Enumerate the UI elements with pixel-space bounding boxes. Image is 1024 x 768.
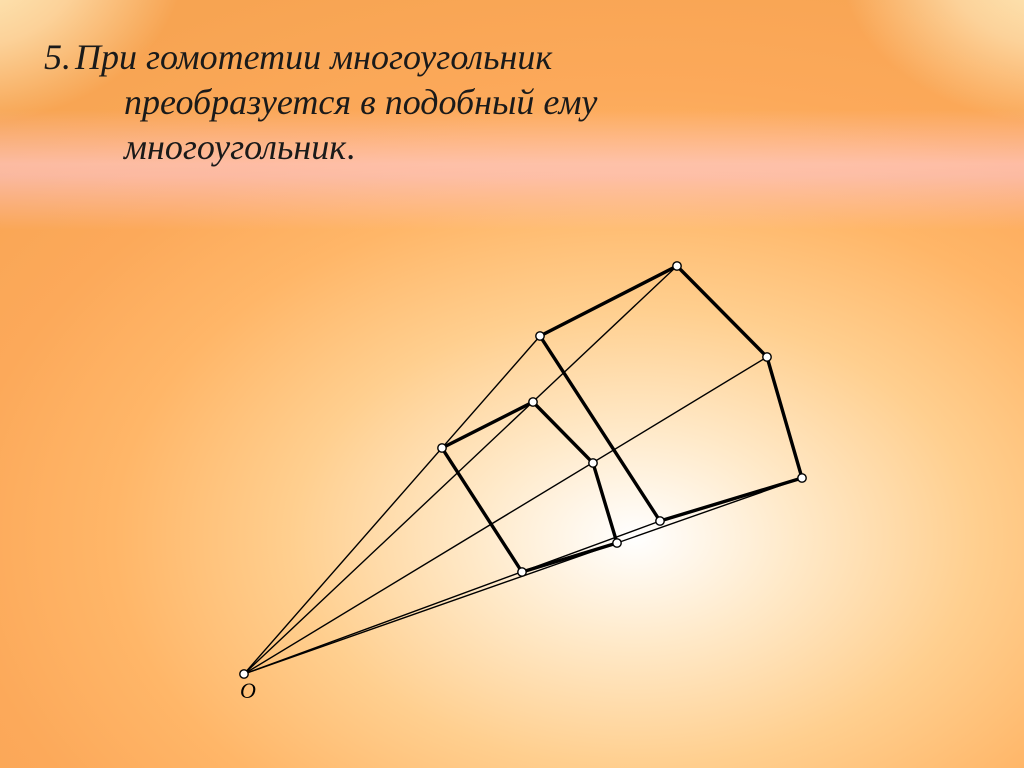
vertex-B_big — [673, 262, 681, 270]
title-line-2: преобразуется в подобный ему — [124, 82, 597, 122]
title-period: . — [346, 127, 355, 167]
vertex-D_big — [798, 474, 806, 482]
homothety-diagram: O — [130, 240, 890, 720]
vertex-E_big — [656, 517, 664, 525]
rays-layer — [244, 266, 802, 674]
diagram-svg: O — [130, 240, 890, 720]
slide-title: 5. При гомотетии многоугольник преобразу… — [44, 35, 944, 170]
vertex-E_small — [518, 568, 526, 576]
vertex-D_small — [613, 539, 621, 547]
vertex-B_small — [529, 398, 537, 406]
big-pentagon — [540, 266, 802, 521]
vertex-O — [240, 670, 248, 678]
slide: 5. При гомотетии многоугольник преобразу… — [0, 0, 1024, 768]
title-line-1: При гомотетии многоугольник — [75, 37, 552, 77]
ray-0 — [244, 336, 540, 674]
vertex-A_small — [438, 444, 446, 452]
vertex-C_big — [763, 353, 771, 361]
title-number: 5. — [44, 37, 71, 77]
vertices-layer — [240, 262, 806, 678]
vertex-C_small — [589, 459, 597, 467]
labels-layer: O — [240, 678, 256, 703]
title-line-3: многоугольник — [124, 127, 346, 167]
origin-label: O — [240, 678, 256, 703]
ray-1 — [244, 266, 677, 674]
ray-4 — [244, 521, 660, 674]
ray-2 — [244, 357, 767, 674]
polygons-layer — [442, 266, 802, 572]
vertex-A_big — [536, 332, 544, 340]
